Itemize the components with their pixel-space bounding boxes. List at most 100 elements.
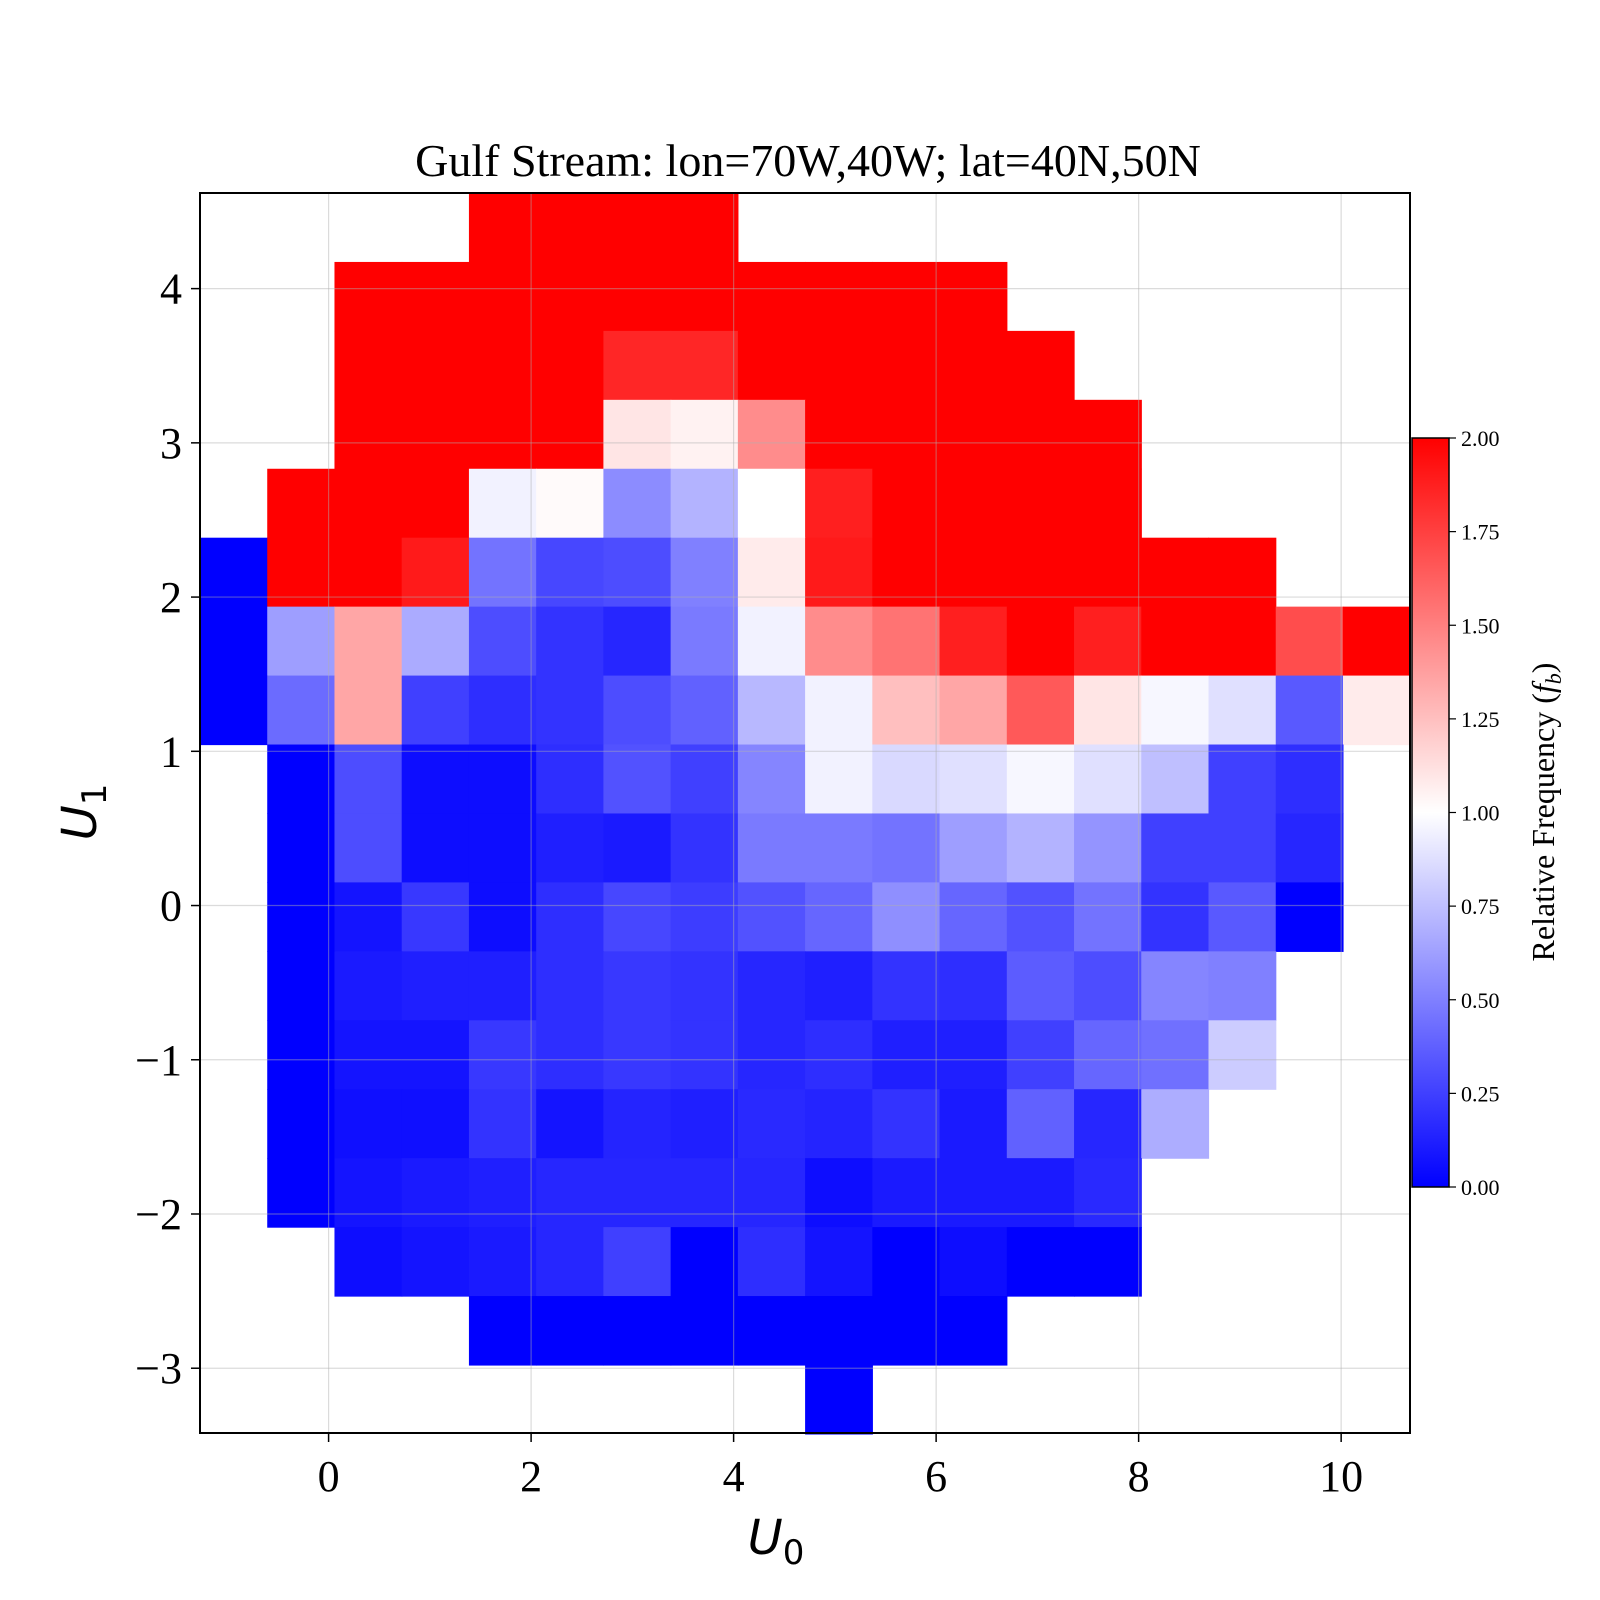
heatmap-cell (1208, 675, 1277, 746)
heatmap-cell (536, 193, 604, 263)
heatmap-cell (536, 1227, 604, 1297)
heatmap-cell (939, 1296, 1008, 1366)
heatmap-cell (670, 468, 739, 539)
heatmap-cell (805, 606, 873, 677)
heatmap-cell (401, 330, 470, 401)
colorbar-tick-label: 1.50 (1461, 613, 1500, 638)
heatmap-cell (1074, 813, 1142, 883)
heatmap-cell (468, 468, 537, 539)
colorbar-ticks: 0.00 0.25 0.50 0.75 1.00 1.25 1.50 1.75 2.00 (1449, 426, 1500, 1200)
heatmap-cell (536, 813, 604, 883)
heatmap-cell (401, 606, 470, 677)
heatmap-cell (267, 1020, 336, 1090)
heatmap-cell (1074, 1089, 1142, 1159)
heatmap-cell (670, 1227, 739, 1297)
heatmap-cell (267, 537, 336, 608)
heatmap-cell (603, 261, 672, 332)
heatmap-cell (939, 1227, 1008, 1297)
heatmap-cell (872, 882, 941, 952)
heatmap-cell (1074, 537, 1142, 608)
colorbar-tick-label: 0.75 (1461, 894, 1500, 919)
heatmap-cell (334, 675, 403, 746)
heatmap-cell (670, 675, 739, 746)
heatmap-cell (805, 744, 873, 815)
heatmap-cell (1006, 813, 1075, 883)
chart-title: Gulf Stream: lon=70W,40W; lat=40N,50N (415, 135, 1201, 186)
y-tick-label: 2 (160, 573, 182, 622)
heatmap-cell (267, 882, 336, 952)
heatmap-cell (334, 606, 403, 677)
heatmap-cell (1141, 1020, 1210, 1090)
x-tick-label: 10 (1319, 1452, 1363, 1501)
heatmap-cell (939, 882, 1008, 952)
heatmap-cell (603, 330, 672, 401)
heatmap-cell (1074, 744, 1142, 815)
colorbar (1411, 437, 1450, 1188)
heatmap-cell (603, 468, 672, 539)
heatmap-cell (670, 1020, 739, 1090)
heatmap-cell (334, 399, 403, 470)
y-axis-label-main: U (52, 805, 108, 840)
heatmap-cell (872, 330, 941, 401)
heatmap-cell (468, 744, 537, 815)
heatmap-cell (401, 1158, 470, 1228)
colorbar-tick-label: 0.00 (1461, 1175, 1500, 1200)
x-axis-label-main: U (748, 1510, 783, 1566)
x-tick-label: 0 (318, 1452, 340, 1501)
heatmap-cell (536, 1020, 604, 1090)
heatmap-cell (200, 537, 268, 608)
heatmap-cell (1208, 744, 1277, 815)
heatmap-cell (670, 1089, 739, 1159)
heatmap-cell (872, 399, 941, 470)
heatmap-cell (1006, 1158, 1075, 1228)
y-axis-label-subscript: 1 (75, 784, 115, 806)
heatmap-cell (1006, 537, 1075, 608)
x-axis-label-subscript: 0 (783, 1533, 805, 1573)
heatmap-cell (468, 537, 537, 608)
heatmap-cell (1006, 399, 1075, 470)
heatmap-cell (536, 330, 604, 401)
heatmap-cell (334, 1020, 403, 1090)
heatmap-cell (805, 468, 873, 539)
heatmap-cell (267, 1158, 336, 1228)
heatmap-cell (401, 744, 470, 815)
heatmap-cell (872, 468, 941, 539)
heatmap-cell (1074, 675, 1142, 746)
heatmap-cell (872, 261, 941, 332)
heatmap-cell (334, 744, 403, 815)
heatmap-cell (872, 1020, 941, 1090)
heatmap-cell (536, 468, 604, 539)
heatmap-cell (468, 675, 537, 746)
heatmap-cell (939, 1020, 1008, 1090)
colorbar-tick-label: 0.25 (1461, 1081, 1500, 1106)
heatmap-cell (468, 330, 537, 401)
heatmap-cell (1141, 537, 1210, 608)
heatmap-cell (1208, 606, 1277, 677)
heatmap-cell (334, 261, 403, 332)
y-tick-label: −3 (135, 1344, 182, 1393)
heatmap-cell (603, 675, 672, 746)
heatmap-cell (267, 606, 336, 677)
heatmap-cell (872, 675, 941, 746)
heatmap-cell (468, 606, 537, 677)
heatmap-cell (334, 951, 403, 1021)
heatmap-cell (1074, 399, 1142, 470)
heatmap-cell (872, 1296, 941, 1366)
heatmap-cell (603, 1227, 672, 1297)
heatmap-cell (939, 675, 1008, 746)
heatmap-cell (1074, 1227, 1142, 1297)
heatmap-cell (805, 1227, 873, 1297)
y-axis-ticks: −3 −2 −1 0 1 2 3 4 (135, 265, 200, 1393)
heatmap-cell (401, 882, 470, 952)
heatmap-cell (1141, 1089, 1210, 1159)
heatmap-cell (267, 813, 336, 883)
heatmap-cell (1074, 468, 1142, 539)
x-tick-label: 8 (1128, 1452, 1150, 1501)
heatmap-cell (1208, 1020, 1277, 1090)
heatmap-cell (737, 675, 806, 746)
heatmap-cell (737, 744, 806, 815)
heatmap-cell (1006, 882, 1075, 952)
heatmap-cell (267, 744, 336, 815)
colorbar-tick-label: 1.75 (1461, 520, 1500, 545)
heatmap-cell (1006, 1020, 1075, 1090)
